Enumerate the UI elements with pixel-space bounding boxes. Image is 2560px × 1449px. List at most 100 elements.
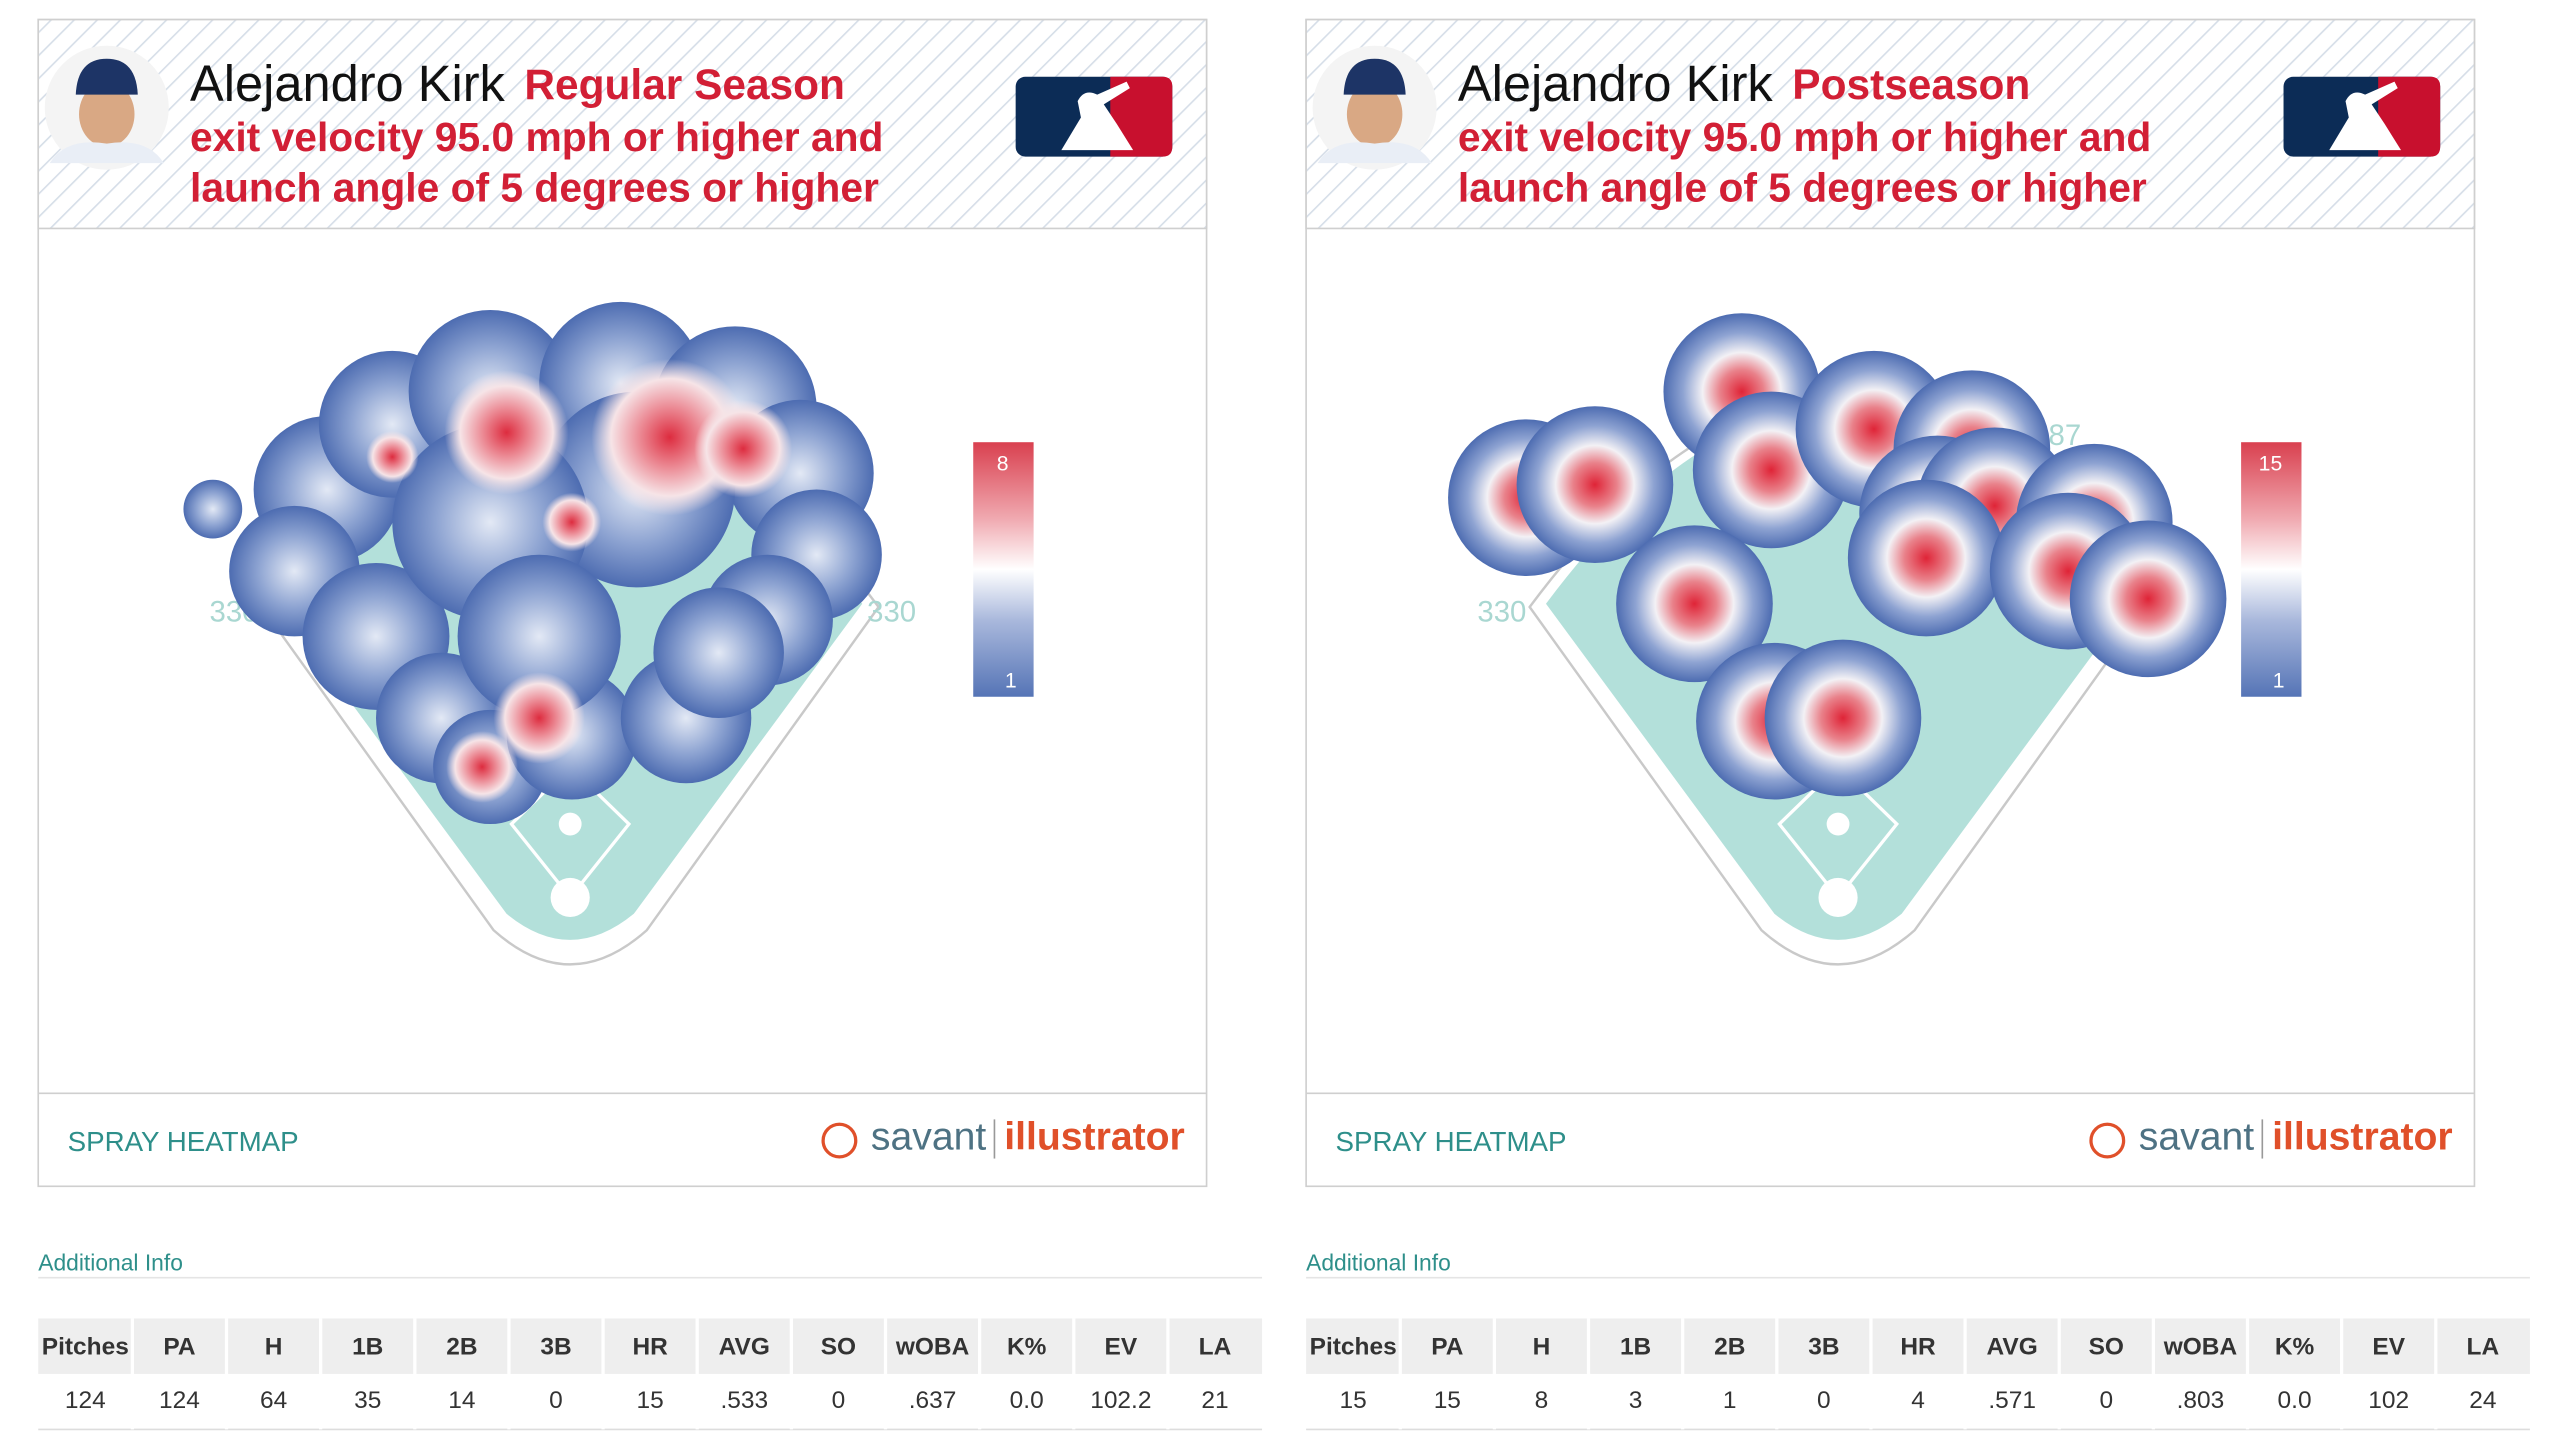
player-cap [1343,58,1406,95]
heat-blob [457,554,621,718]
info-title: Additional Info [38,1250,183,1276]
heat-spot [366,430,419,483]
table-cell: 0 [549,1387,563,1414]
table-header-bg [1306,1318,2530,1374]
table-header: 1B [352,1333,383,1360]
player-face [1346,81,1403,147]
legend-max: 8 [997,453,1009,476]
table-header: H [265,1333,283,1360]
brand-illustrator: illustrator [2272,1115,2453,1158]
table-header: 2B [1714,1333,1745,1360]
table-header: Pitches [42,1333,129,1360]
table-header: wOBA [2163,1333,2238,1360]
heat-spot [1847,479,2005,637]
table-header: H [1533,1333,1551,1360]
brand-savant: savant [871,1115,986,1158]
table-header: LA [1199,1333,1232,1360]
table-cell: 1 [1723,1387,1737,1414]
player-face [79,81,135,147]
heat-spot [446,731,518,803]
table-cell: 102.2 [1090,1387,1151,1414]
home-plate [550,877,590,918]
heat-blob [653,587,784,718]
brand-icon [2089,1122,2126,1159]
brand-illustrator: illustrator [1004,1115,1185,1158]
brand-savant: savant [2139,1115,2254,1158]
table-cell: 0 [2099,1387,2113,1414]
table-header: HR [632,1333,668,1360]
brand-icon [821,1122,858,1159]
footer-label: SPRAY HEATMAP [68,1126,299,1157]
mound [558,812,582,836]
table-header: PA [163,1333,196,1360]
legend-max: 15 [2259,453,2283,476]
panel: Alejandro Kirk Postseason exit velocity 95… [1305,18,2530,1431]
table-header: K% [2275,1333,2315,1360]
table-cell: 64 [260,1387,287,1414]
table-header-bg [38,1318,1263,1374]
table-cell: .803 [2177,1387,2225,1414]
mlb-logo-right [2378,76,2441,157]
table-header: AVG [1987,1333,2038,1360]
table-cell: .533 [720,1387,768,1414]
table-cell: 14 [448,1387,475,1414]
table-header: PA [1431,1333,1464,1360]
heat-blob [183,479,243,539]
heat-spot [493,672,585,764]
heat-spot [1764,639,1922,797]
legend-scale [2241,442,2302,697]
panel-header [1305,18,2476,230]
table-cell: 15 [1434,1387,1461,1414]
table-cell: .571 [1988,1387,2036,1414]
heat-spot [694,399,793,498]
table-cell: 0 [1817,1387,1831,1414]
table-header: HR [1900,1333,1936,1360]
legend-min: 1 [2273,670,2285,693]
table-cell: 35 [354,1387,381,1414]
heat-spot [444,370,569,495]
mlb-logo-right [1110,76,1173,157]
heat-spot [1616,525,1773,683]
table-header: AVG [719,1333,770,1360]
home-plate [1818,877,1858,918]
table-cell: 0 [832,1387,846,1414]
table-header: wOBA [895,1333,970,1360]
distance-label: 330 [867,595,916,628]
season-label: Postseason [1792,61,2030,108]
panel-header [37,18,1208,230]
table-cell: .637 [909,1387,957,1414]
table-cell: 102 [2368,1387,2409,1414]
table-cell: 124 [159,1387,200,1414]
player-title: Alejandro Kirk Postseason [1458,55,2030,112]
table-header: 2B [446,1333,477,1360]
table-header: K% [1007,1333,1047,1360]
player-shoulders [49,142,164,164]
season-label: Regular Season [524,61,845,108]
table-cell: 21 [1201,1387,1228,1414]
subtitle-line: exit velocity 95.0 mph or higher and [190,114,883,160]
table-header: 3B [540,1333,571,1360]
heat-spot [542,492,602,552]
table-cell: 15 [1340,1387,1367,1414]
subtitle-line: launch angle of 5 degrees or higher [190,165,879,211]
mlb-logo-batter [1061,81,1134,151]
legend-min: 1 [1005,670,1017,693]
panel: Alejandro Kirk Regular Season exit velocit… [37,18,1263,1431]
table-cell: 8 [1535,1387,1549,1414]
table-cell: 3 [1629,1387,1643,1414]
legend-scale [973,442,1034,697]
table-header: Pitches [1310,1333,1397,1360]
table-header: LA [2467,1333,2500,1360]
table-header: SO [821,1333,856,1360]
info-title: Additional Info [1306,1250,1451,1276]
table-cell: 24 [2469,1387,2496,1414]
table-cell: 15 [637,1387,664,1414]
mlb-logo-batter [2329,81,2402,151]
player-name: Alejandro Kirk [190,55,506,112]
table-cell: 4 [1911,1387,1925,1414]
table-header: EV [2372,1333,2405,1360]
table-cell: 0.0 [1010,1387,1044,1414]
footer-label: SPRAY HEATMAP [1335,1126,1566,1157]
